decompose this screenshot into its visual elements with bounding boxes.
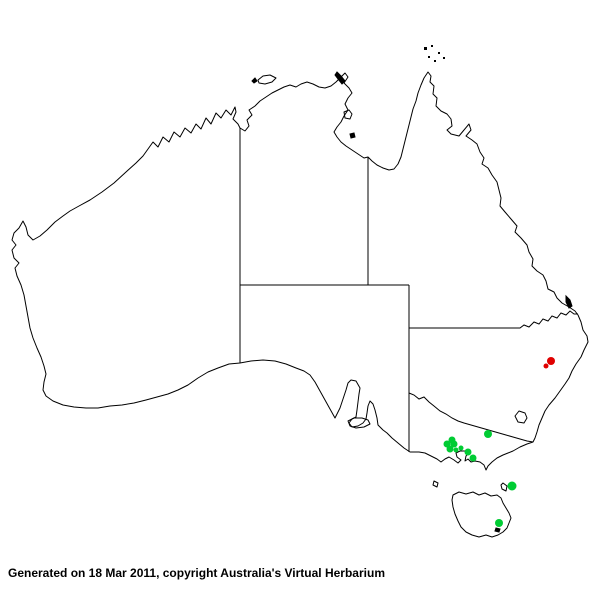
- occurrence-dot-green: [450, 440, 458, 448]
- king-island-outline: [432, 480, 439, 488]
- occurrence-dot-green: [469, 454, 477, 462]
- pellew-islands: [349, 132, 356, 139]
- maria-island: [494, 527, 501, 533]
- groote-eylandt-outline: [343, 109, 353, 120]
- occurrence-dot-green: [495, 519, 503, 527]
- occurrence-dots: [443, 357, 555, 527]
- occurrence-dot-red: [547, 357, 555, 365]
- occurrence-dot-green: [446, 445, 454, 453]
- occurrence-dot-green: [453, 447, 459, 453]
- mainland-outline: [11, 71, 589, 471]
- occurrence-dot-green: [464, 448, 472, 456]
- fraser-island: [565, 294, 573, 309]
- flinders-island-outline: [500, 482, 508, 492]
- wessel-islands: [334, 71, 346, 85]
- qld-nsw-border: [408, 285, 578, 329]
- bathurst-island-outline: [251, 77, 258, 84]
- torres-strait-islands: [424, 45, 445, 62]
- tasmania-outline: [451, 491, 512, 538]
- state-borders: [239, 128, 578, 452]
- footer-caption: Generated on 18 Mar 2011, copyright Aust…: [8, 566, 385, 580]
- occurrence-dot-green: [484, 430, 492, 438]
- act-outline: [514, 410, 528, 424]
- coastline: [11, 45, 589, 538]
- occurrence-dot-red: [543, 363, 549, 369]
- occurrence-dot-green: [458, 445, 464, 451]
- melville-island-outline: [257, 74, 277, 85]
- kangaroo-island-outline: [347, 417, 371, 429]
- occurrence-dot-green: [507, 481, 517, 491]
- nsw-vic-murray-border: [408, 392, 534, 443]
